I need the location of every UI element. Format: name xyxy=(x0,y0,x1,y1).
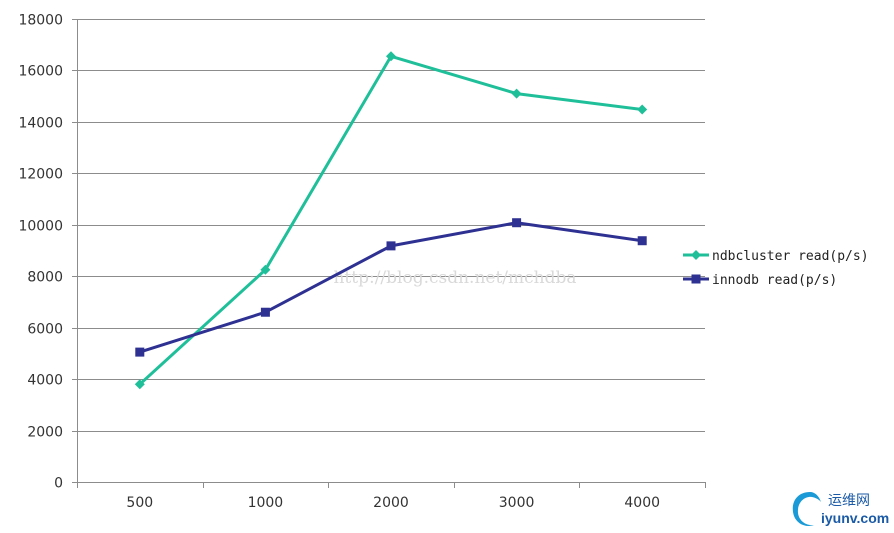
data-point xyxy=(135,347,145,357)
y-tick-label: 14000 xyxy=(18,116,63,132)
y-tick-label: 2000 xyxy=(27,425,63,441)
y-tick-label: 16000 xyxy=(18,64,63,80)
legend: ndbcluster read(p/s) innodb read(p/s) xyxy=(683,249,869,288)
legend-marker xyxy=(691,274,701,284)
legend-item: innodb read(p/s) xyxy=(683,273,837,288)
data-point xyxy=(260,307,270,317)
x-tick-label: 3000 xyxy=(499,495,535,511)
data-point xyxy=(637,104,648,115)
x-axis: 500 1000 2000 3000 4000 xyxy=(77,482,706,511)
logo-swirl-icon xyxy=(792,492,821,526)
legend-label: innodb read(p/s) xyxy=(712,273,837,288)
x-tick-label: 4000 xyxy=(624,495,660,511)
y-tick-label: 0 xyxy=(54,476,63,492)
x-tick-label: 2000 xyxy=(373,495,409,511)
data-point xyxy=(134,379,145,390)
y-tick-label: 10000 xyxy=(18,219,63,235)
y-tick-label: 18000 xyxy=(18,13,63,29)
site-logo: 运维网 iyunv.com xyxy=(792,492,889,526)
logo-chinese-text: 运维网 xyxy=(828,493,870,509)
series-ndbcluster xyxy=(134,51,648,390)
series-group xyxy=(134,51,648,390)
watermark-text: http://blog.csdn.net/mchdba xyxy=(333,268,576,288)
data-point xyxy=(512,218,522,228)
logo-domain-text: iyunv.com xyxy=(821,510,889,526)
legend-label: ndbcluster read(p/s) xyxy=(712,249,869,264)
data-point xyxy=(386,241,396,251)
series-line xyxy=(138,54,643,386)
x-tick-label: 500 xyxy=(126,495,153,511)
data-point xyxy=(386,51,396,62)
x-tick-label: 1000 xyxy=(248,495,284,511)
y-axis: 0 2000 4000 6000 8000 10000 12000 14000 16000 180… xyxy=(18,13,78,492)
y-tick-label: 8000 xyxy=(27,270,63,286)
legend-marker xyxy=(691,250,701,260)
gridlines xyxy=(77,19,705,432)
y-tick-label: 6000 xyxy=(27,322,63,338)
legend-item: ndbcluster read(p/s) xyxy=(683,249,869,264)
series-innodb xyxy=(135,218,647,357)
data-point xyxy=(511,88,522,99)
data-point xyxy=(637,236,647,246)
data-point xyxy=(260,264,271,275)
y-tick-label: 4000 xyxy=(27,373,63,389)
y-tick-label: 12000 xyxy=(18,167,63,183)
